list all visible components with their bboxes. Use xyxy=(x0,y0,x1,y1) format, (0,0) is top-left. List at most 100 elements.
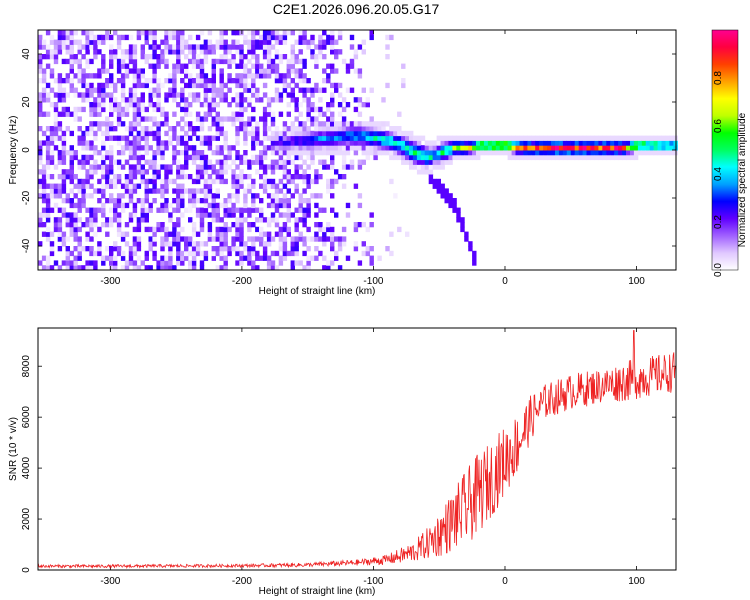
spectrogram-cell xyxy=(152,135,157,141)
spectrogram-cell xyxy=(132,250,138,257)
spectrogram-cell xyxy=(231,212,236,218)
spectrogram-cell xyxy=(148,97,153,103)
spectrogram-cell xyxy=(551,145,556,151)
spectrogram-cell xyxy=(243,207,248,213)
spectrogram-cell xyxy=(349,126,355,132)
spectrogram-cell xyxy=(53,188,59,194)
spectrogram-cell xyxy=(97,102,102,108)
spectrogram-cell xyxy=(373,150,378,156)
spectrogram-cell xyxy=(85,30,90,36)
spectrogram-cell xyxy=(38,106,43,113)
spectrogram-cell xyxy=(306,39,311,45)
spectrogram-cell xyxy=(128,178,134,185)
spectrogram-cell xyxy=(290,135,295,141)
spectrogram-cell xyxy=(81,145,86,151)
spectrogram-cell xyxy=(113,30,118,36)
spectrogram-cell xyxy=(286,207,291,213)
spectrogram-cell xyxy=(393,150,398,156)
spectrogram-cell xyxy=(353,121,359,127)
spectrogram-cell xyxy=(73,150,78,156)
spectrogram-cell xyxy=(503,150,509,156)
spectrogram-cell xyxy=(574,145,580,151)
spectrogram-cell xyxy=(424,145,430,151)
spectrogram-cell xyxy=(270,212,276,218)
spectrogram-cell xyxy=(101,39,106,45)
spectrogram-cell xyxy=(184,73,189,79)
spectrogram-cell xyxy=(290,44,295,50)
spectrogram-cell xyxy=(243,188,248,194)
spectrogram-cell xyxy=(148,241,153,247)
spectrogram-cell xyxy=(105,198,110,204)
spectrogram-cell xyxy=(128,169,134,175)
spectrogram-cell xyxy=(322,231,327,237)
spectrogram-cell xyxy=(243,255,248,261)
spectrogram-cell xyxy=(302,265,307,271)
spectrogram-cell xyxy=(116,63,122,69)
spectrogram-cell xyxy=(136,73,142,79)
spectrogram-cell xyxy=(195,92,201,98)
spectrogram-cell xyxy=(164,145,169,151)
spectrogram-cell xyxy=(219,202,224,209)
spectrogram-cell xyxy=(69,68,74,74)
spectrogram-cell xyxy=(45,183,51,189)
spectrogram-cell xyxy=(180,135,185,141)
spectrogram-frame xyxy=(37,29,677,271)
spectrogram-cell xyxy=(113,159,118,165)
spectrogram-cell xyxy=(278,178,284,185)
spectrogram-cell xyxy=(519,150,524,156)
spectrogram-cell xyxy=(239,78,244,84)
spectrogram-cell xyxy=(38,39,43,45)
spectrogram-cell xyxy=(231,202,236,209)
spectrogram-cell xyxy=(314,58,319,65)
spectrogram-cell xyxy=(211,212,216,218)
spectrogram-cell xyxy=(109,82,114,89)
spectrogram-cell xyxy=(436,135,441,141)
spectrogram-cell xyxy=(341,145,347,151)
spectrogram-cell xyxy=(219,30,224,36)
spectrogram-cell xyxy=(606,145,611,151)
spectrogram-cell xyxy=(444,188,449,194)
spectrogram-cell xyxy=(105,30,110,36)
spectrogram-cell xyxy=(132,212,138,218)
spectrogram-cell xyxy=(334,39,339,45)
spectrogram-cell xyxy=(77,164,82,170)
spectrogram-cell xyxy=(555,150,560,156)
spectrogram-cell xyxy=(231,207,236,213)
spectrogram-cell xyxy=(41,207,47,213)
spectrogram-cell xyxy=(357,164,363,170)
spectrogram-cell xyxy=(428,140,434,146)
spectrogram-cell xyxy=(306,102,311,108)
spectrogram-cell xyxy=(270,140,276,146)
spectrogram-cell xyxy=(81,164,86,170)
spectrogram-cell xyxy=(223,207,228,213)
spectrogram-cell xyxy=(270,58,276,65)
spectrogram-cell xyxy=(539,145,544,151)
spectrogram-cell xyxy=(239,106,244,113)
spectrogram-cell xyxy=(357,73,363,79)
spectrogram-cell xyxy=(555,135,560,141)
spectrogram-cell xyxy=(247,39,252,45)
spectrogram-cell xyxy=(89,217,94,223)
spectrogram-cell xyxy=(298,73,303,79)
spectrogram-cell xyxy=(274,217,280,223)
spectrogram-cell xyxy=(562,150,568,156)
spectrogram-cell xyxy=(405,154,410,161)
spectrogram-cell xyxy=(144,193,149,199)
spectrogram-cell xyxy=(152,188,157,194)
spectrogram-cell xyxy=(53,260,59,266)
spectrogram-cell xyxy=(353,226,359,233)
spectrogram-cell xyxy=(53,111,59,117)
spectrogram-cell xyxy=(85,154,90,161)
spectrogram-cell xyxy=(290,68,295,74)
spectrogram-cell xyxy=(436,178,441,185)
spectrogram-cell xyxy=(77,265,82,271)
spectrogram-cell xyxy=(436,154,441,161)
spectrogram-cell xyxy=(148,34,153,41)
spectrogram-cell xyxy=(251,73,256,79)
spectrogram-cell xyxy=(282,39,288,45)
spectrogram-cell xyxy=(195,126,201,132)
spectrogram-cell xyxy=(665,135,670,141)
spectrogram-cell xyxy=(393,126,398,132)
spectrogram-cell xyxy=(81,222,86,228)
spectrogram-cell xyxy=(551,150,556,156)
